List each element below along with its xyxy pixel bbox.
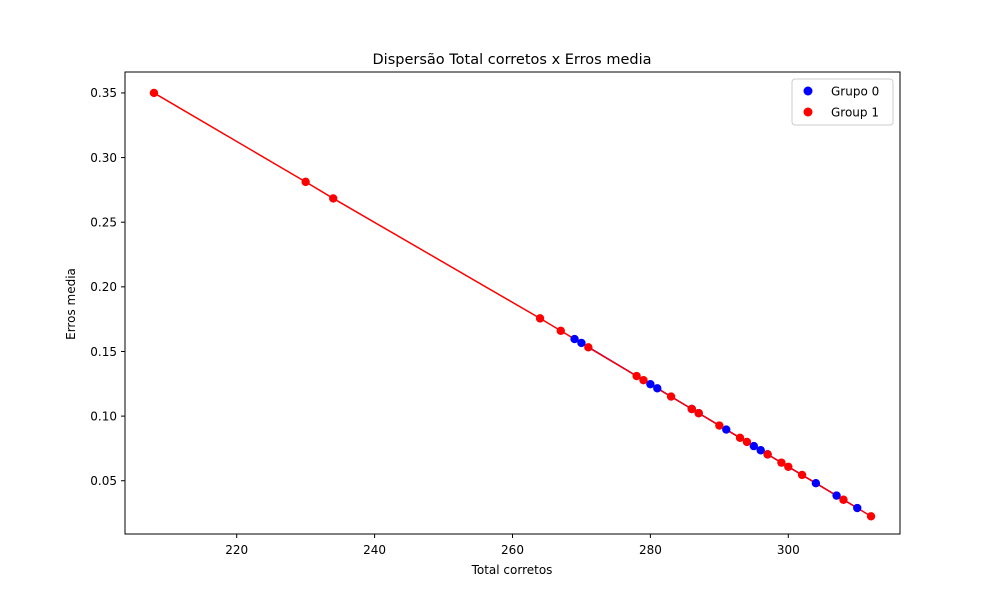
data-point: [301, 177, 310, 187]
x-axis-label: Total corretos: [471, 563, 553, 577]
y-tick-label: 0.05: [90, 474, 117, 488]
data-point: [584, 343, 593, 352]
data-point: [853, 503, 862, 513]
x-tick-label: 280: [639, 543, 662, 557]
data-point: [777, 458, 786, 467]
data-point: [577, 338, 586, 348]
data-point: [715, 421, 724, 430]
legend-marker: [803, 107, 813, 117]
data-point: [535, 314, 545, 323]
data-point: [784, 462, 793, 471]
data-point: [722, 425, 731, 434]
legend-label: Grupo 0: [831, 84, 879, 98]
data-point: [653, 384, 662, 393]
x-tick-label: 300: [777, 543, 800, 557]
data-point: [742, 437, 752, 447]
legend-box: [791, 78, 894, 126]
data-point: [632, 371, 641, 381]
data-point: [687, 404, 696, 414]
y-tick-label: 0.30: [90, 151, 117, 165]
data-point: [556, 326, 565, 335]
axes: 220 240 260 280 300 0.05 0.10 0.15 0.20 0.25 0.30 0…: [90, 71, 901, 557]
data-point: [329, 194, 338, 203]
data-point: [832, 491, 841, 500]
data-point: [639, 375, 648, 385]
y-tick-label: 0.25: [90, 216, 117, 230]
legend: Grupo 0 Group 1: [791, 78, 894, 126]
data-point: [646, 379, 655, 389]
y-axis-label: Erros media: [64, 268, 78, 340]
data-point: [694, 408, 703, 418]
data-point: [763, 450, 772, 459]
data-point: [811, 479, 821, 488]
y-tick-label: 0.35: [90, 86, 117, 100]
data-point: [756, 446, 765, 455]
data-point: [570, 334, 579, 344]
data-point: [749, 441, 759, 451]
x-tick-label: 260: [501, 543, 524, 557]
data-point: [866, 512, 876, 521]
y-tick-label: 0.20: [90, 280, 117, 294]
data-point: [149, 88, 159, 98]
legend-marker: [803, 86, 813, 96]
data-point: [735, 433, 745, 443]
data-point: [839, 495, 848, 504]
data-point: [666, 392, 676, 401]
x-tick-label: 220: [225, 543, 248, 557]
legend-label: Group 1: [831, 105, 879, 119]
plot-area: [149, 88, 876, 521]
y-tick-label: 0.15: [90, 345, 117, 359]
y-tick-label: 0.10: [90, 409, 117, 423]
chart-title: Dispersão Total corretos x Erros media: [373, 52, 652, 68]
x-tick-label: 240: [363, 543, 386, 557]
data-point: [797, 470, 807, 480]
